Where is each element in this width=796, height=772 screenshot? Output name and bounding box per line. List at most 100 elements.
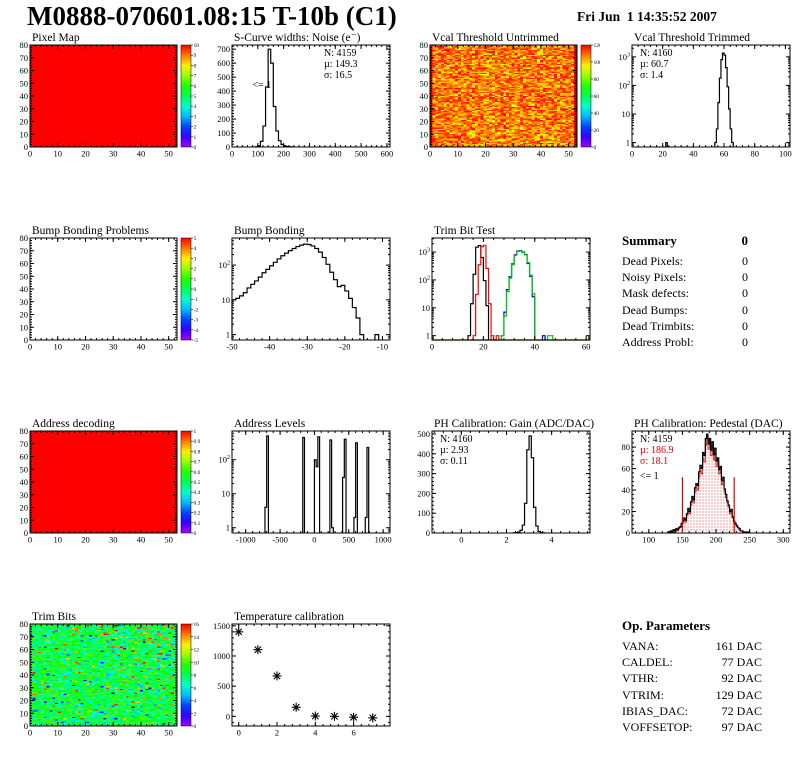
svg-text:400: 400 [329,149,342,159]
svg-text:-30: -30 [302,342,313,352]
op-parameter-row-value: 77 DAC [721,655,762,670]
svg-text:40: 40 [20,670,29,680]
svg-text:0: 0 [594,145,597,151]
pixel-map-frame [29,44,178,148]
svg-text:-1: -1 [194,297,199,303]
svg-text:400: 400 [217,86,230,96]
scurve-noise-stats-line: σ: 16.5 [324,70,352,81]
svg-text:70: 70 [20,439,29,449]
op-parameter-row-value: 92 DAC [721,671,762,686]
svg-text:80: 80 [622,442,631,452]
svg-text:600: 600 [217,58,230,68]
svg-text:10: 10 [20,708,29,718]
svg-text:30: 30 [109,342,118,352]
ph-pedestal-stats-line: µ: 186.9 [640,445,674,456]
op-parameter-row-value: 72 DAC [721,703,762,718]
svg-text:10: 10 [222,489,231,499]
svg-text:3: 3 [194,256,197,262]
svg-text:20: 20 [20,696,29,706]
svg-text:60: 60 [20,645,29,655]
svg-text:500: 500 [217,72,230,82]
bump-bonding-problems-frame [29,237,178,341]
svg-text:200: 200 [277,149,290,159]
svg-text:20: 20 [20,503,29,513]
op-parameters-header: Op. Parameters [622,618,762,634]
svg-text:8: 8 [194,63,197,69]
svg-text:40: 40 [20,284,29,294]
svg-text:7: 7 [194,74,197,80]
trim-bits-colorbar [180,623,192,727]
svg-text:103: 103 [418,247,430,257]
ph-pedestal-plot: 100 150 200 250 300 0 20 40 60 80 PH Calibration: … [600,418,796,553]
svg-text:50: 50 [164,535,173,545]
svg-text:0.1: 0.1 [194,521,201,527]
op-parameter-row-label: VANA: [622,639,659,653]
svg-text:40: 40 [531,342,540,352]
vcal-threshold-untrimmed-frame [429,44,578,148]
address-levels-title: Address Levels [234,418,306,430]
svg-text:0: 0 [194,287,197,293]
svg-text:2: 2 [194,267,197,273]
svg-text:50: 50 [20,464,29,474]
svg-text:2: 2 [194,711,197,717]
summary-total: 0 [741,233,749,248]
svg-text:5: 5 [194,94,197,100]
svg-text:40: 40 [420,91,429,101]
op-parameter-row: VTHR: 92 DAC [622,670,762,686]
svg-text:-4: -4 [194,328,199,334]
svg-text:400: 400 [417,449,430,459]
svg-text:200: 200 [417,488,430,498]
temperature-calibration-chart: 0 2 4 6 0 500 1000 1500 Temperature calibration [213,611,391,738]
svg-text:30: 30 [20,297,29,307]
svg-text:10: 10 [420,129,429,139]
svg-text:60: 60 [20,259,29,269]
svg-text:50: 50 [164,149,173,159]
svg-text:4: 4 [313,728,318,738]
svg-text:10: 10 [20,129,29,139]
svg-text:100: 100 [779,149,792,159]
svg-text:500: 500 [217,681,230,691]
vcal-threshold-untrimmed-chart: 0 10 20 30 40 50 0 10 20 30 40 50 60 70 80 120 100 80 60 40… [420,32,601,159]
svg-text:1: 1 [626,138,630,148]
svg-text:30: 30 [20,490,29,500]
svg-text:20: 20 [20,310,29,320]
svg-text:20: 20 [20,117,29,127]
temperature-calibration-plot: 0 2 4 6 0 500 1000 1500 Temperature calibration [200,611,400,746]
scurve-noise-title: S-Curve widths: Noise (e⁻) [234,32,361,44]
svg-text:50: 50 [20,657,29,667]
svg-text:0: 0 [226,711,230,721]
svg-text:0: 0 [626,528,630,538]
svg-text:80: 80 [420,40,429,50]
ph-pedestal-title: PH Calibration: Pedestal (DAC) [634,418,783,430]
svg-text:30: 30 [109,149,118,159]
op-parameter-row-value: 97 DAC [721,720,762,735]
scurve-noise-stats-line: N: 4159 [324,48,357,59]
svg-text:0: 0 [630,149,634,159]
svg-text:0: 0 [424,142,428,152]
svg-text:102: 102 [218,455,230,465]
summary-row-label: Dead Bumps: [622,302,688,317]
svg-text:200: 200 [217,114,230,124]
svg-text:0: 0 [28,728,32,738]
svg-text:80: 80 [20,233,29,243]
svg-text:-10: -10 [377,342,388,352]
trim-bits-frame [29,623,178,727]
svg-text:4: 4 [550,535,555,545]
summary-rows: Dead Pixels: 0 Noisy Pixels: 0 Mask defects:… [622,253,748,350]
svg-text:80: 80 [20,426,29,436]
svg-text:103: 103 [618,52,630,62]
ph-pedestal-frame [631,430,791,534]
svg-text:0: 0 [226,142,230,152]
svg-text:-500: -500 [272,535,288,545]
summary-title: Summary [622,233,677,248]
op-parameter-row: VTRIM: 129 DAC [622,687,762,703]
svg-text:0: 0 [430,342,434,352]
svg-text:60: 60 [582,342,591,352]
svg-text:0: 0 [24,528,28,538]
scurve-noise-stats-line: µ: 149.3 [324,59,358,70]
svg-text:1: 1 [194,429,197,435]
svg-text:4: 4 [194,699,197,705]
svg-text:50: 50 [20,271,29,281]
svg-text:80: 80 [20,619,29,629]
svg-text:50: 50 [420,78,429,88]
